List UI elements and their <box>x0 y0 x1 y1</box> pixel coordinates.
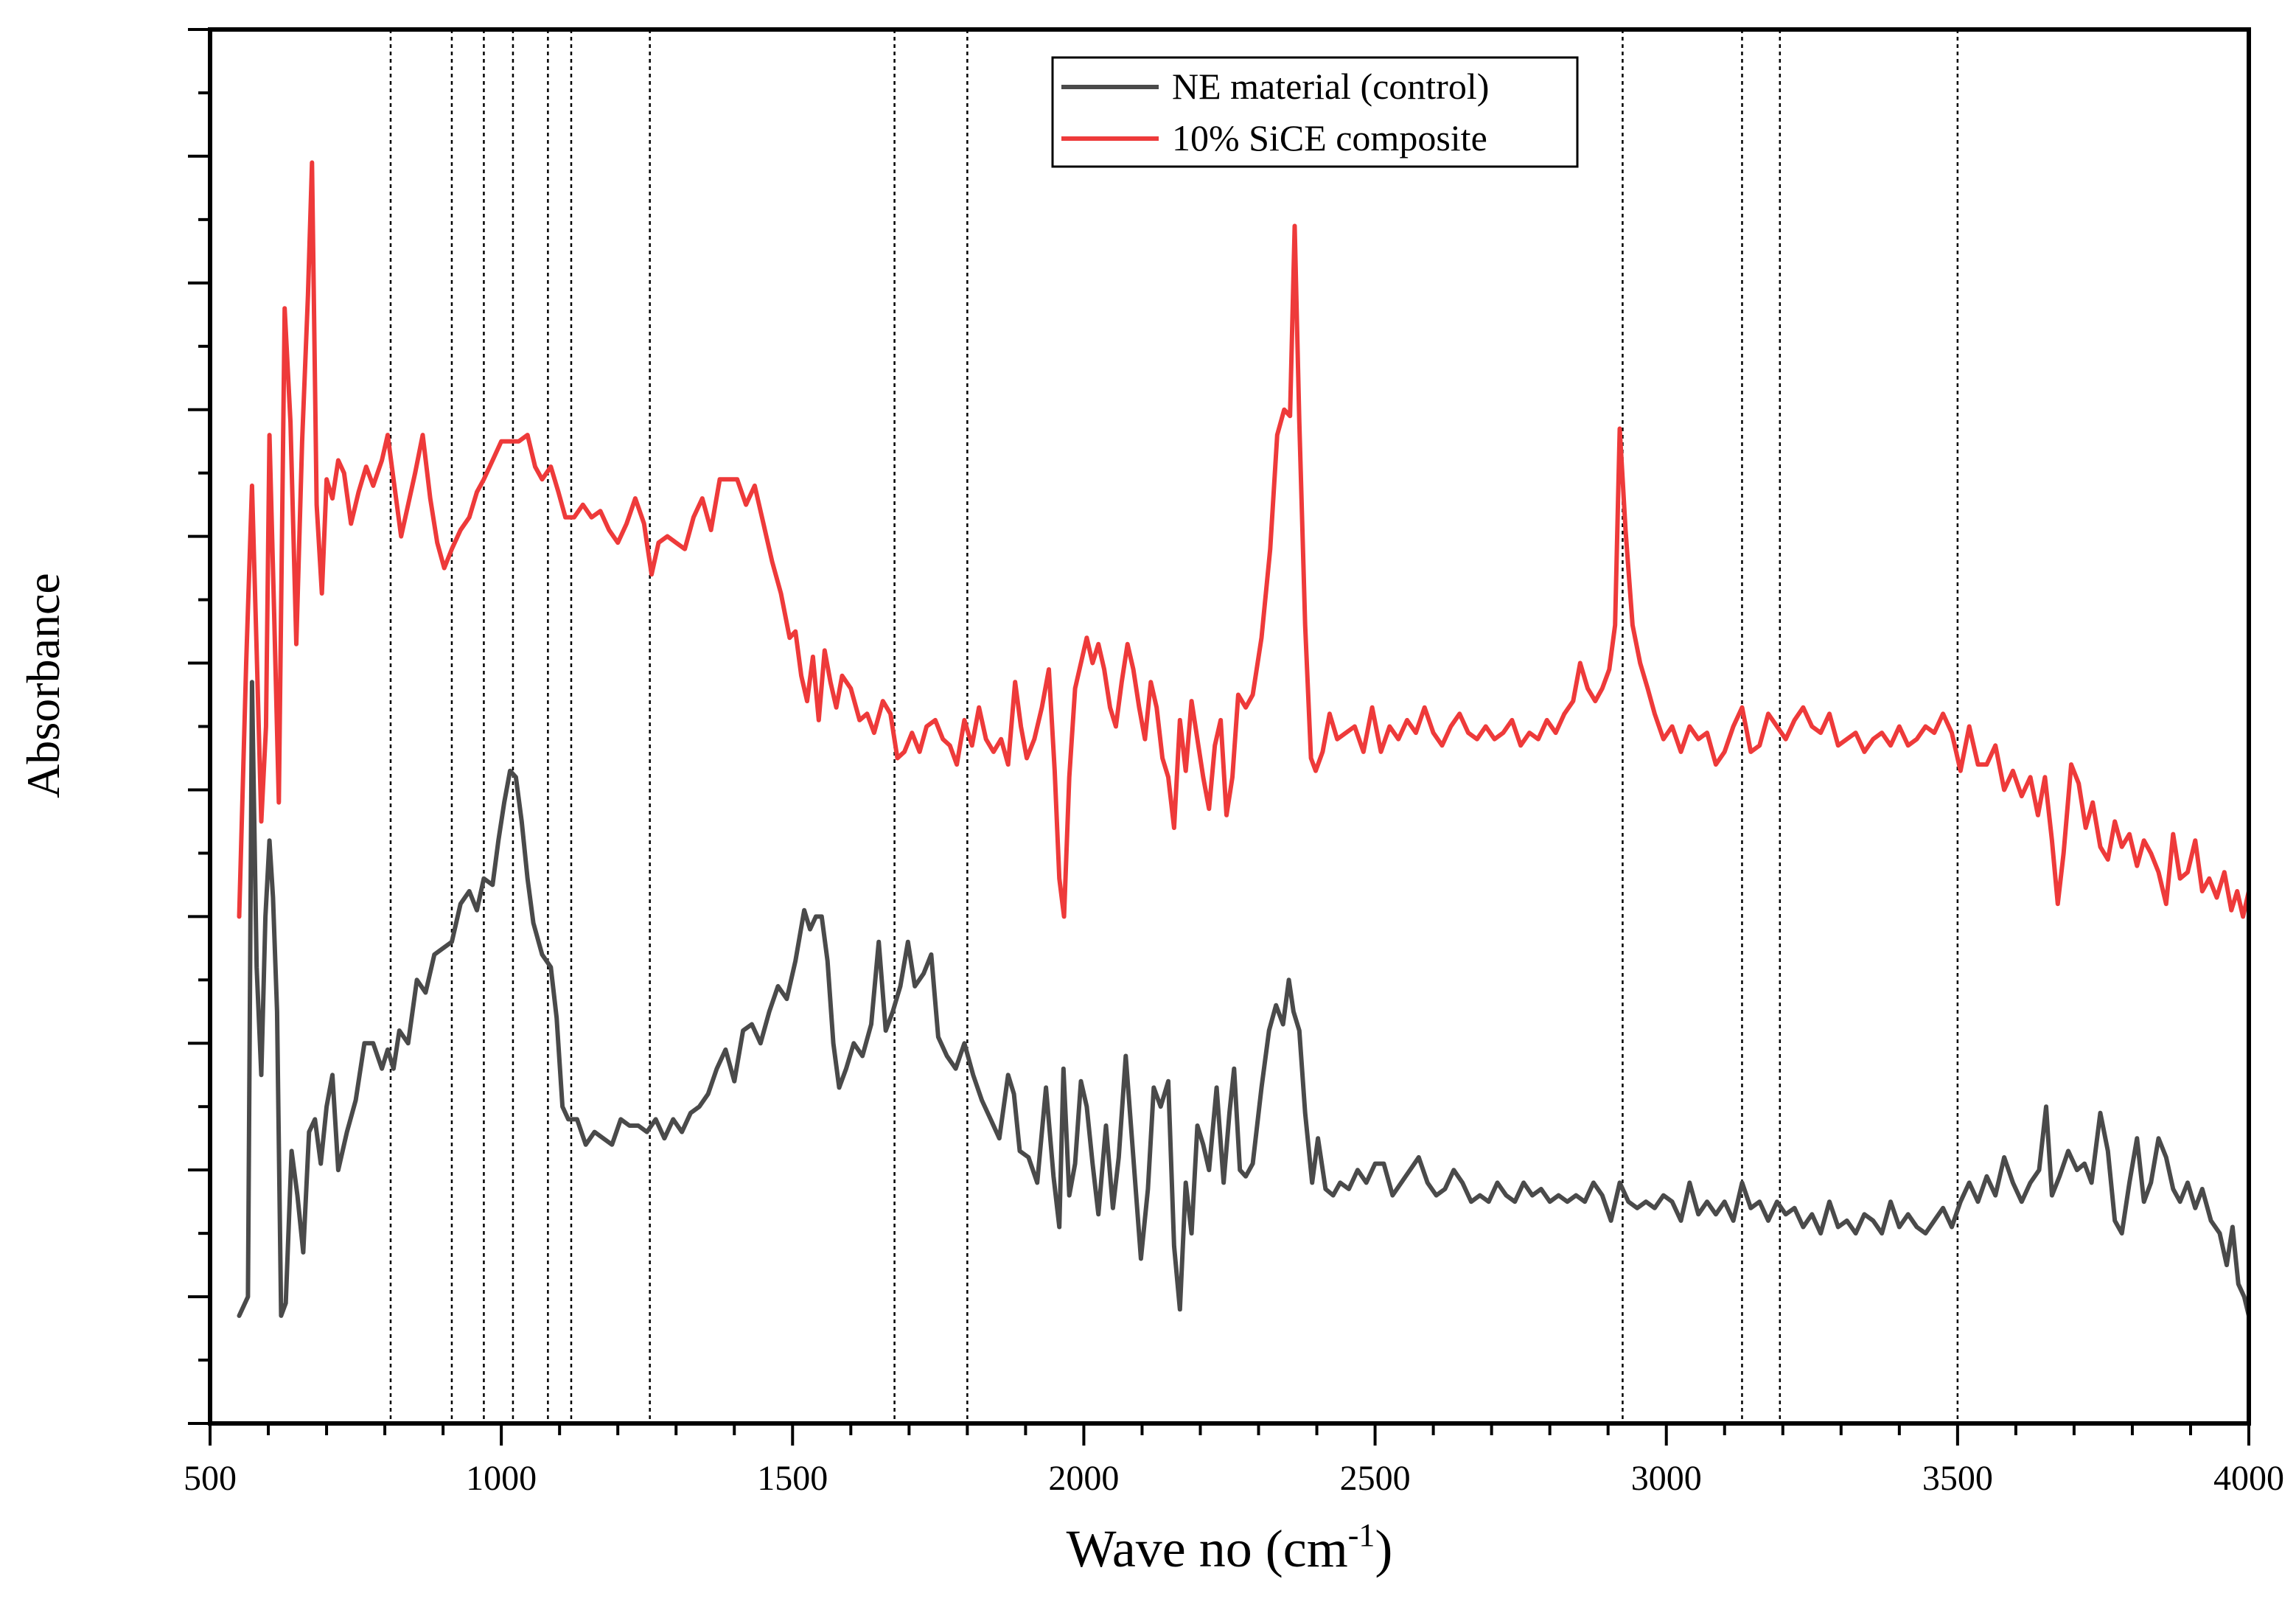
x-axis-label: Wave no (cm-1) <box>1067 1517 1393 1578</box>
x-tick-label-3000: 3000 <box>1631 1459 1702 1498</box>
y-axis-label: Absorbance <box>17 573 69 798</box>
x-tick-label-4000: 4000 <box>2213 1459 2284 1498</box>
x-axis-ticks: 500 1000 1500 2000 2500 3000 3500 4000 <box>184 1423 2284 1498</box>
x-axis-label-close: ) <box>1375 1519 1392 1578</box>
x-tick-label-2500: 2500 <box>1340 1459 1411 1498</box>
legend-label-composite: 10% SiCE composite <box>1172 117 1487 158</box>
legend-label-control: NE material (control) <box>1172 66 1489 107</box>
series-line-ne-material-control- <box>237 680 2251 1318</box>
legend: NE material (control) 10% SiCE composite <box>1051 56 1579 168</box>
x-axis-label-superscript: -1 <box>1348 1517 1375 1553</box>
series-group <box>237 160 2251 1318</box>
x-tick-label-500: 500 <box>184 1459 237 1498</box>
series-line-10-sice-composite <box>237 160 2251 919</box>
y-axis-ticks <box>188 28 210 1425</box>
x-tick-label-1000: 1000 <box>466 1459 537 1498</box>
x-tick-label-3500: 3500 <box>1922 1459 1993 1498</box>
x-tick-label-1500: 1500 <box>757 1459 828 1498</box>
x-axis-label-main: Wave no (cm <box>1067 1519 1348 1578</box>
x-tick-label-2000: 2000 <box>1048 1459 1119 1498</box>
legend-box <box>1051 56 1579 168</box>
